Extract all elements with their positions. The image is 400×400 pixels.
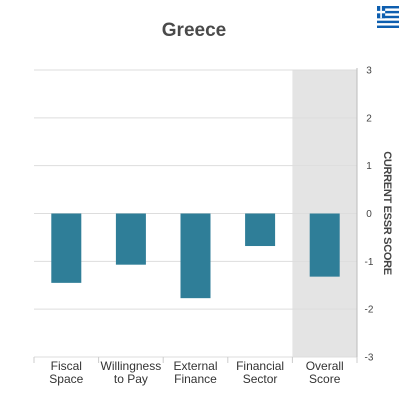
bar-external-finance bbox=[180, 213, 211, 299]
y-axis-title: CURRENT ESSR SCORE bbox=[381, 151, 393, 275]
bar-overall-score bbox=[309, 213, 340, 277]
chart-title: Greece bbox=[161, 20, 227, 41]
x-tick-label: Willingness to Pay bbox=[101, 359, 162, 386]
y-tick-label: 2 bbox=[366, 113, 372, 124]
y-tick-label: 3 bbox=[366, 66, 372, 77]
y-tick-label: -3 bbox=[365, 353, 374, 364]
x-tick-label: Fiscal Space bbox=[49, 359, 83, 386]
bar-financial-sector bbox=[245, 213, 276, 247]
y-tick-label: 1 bbox=[366, 161, 372, 172]
y-tick-label: -1 bbox=[365, 257, 374, 268]
y-tick-label: 0 bbox=[366, 209, 372, 220]
y-tick-label: -2 bbox=[365, 305, 374, 316]
greece-flag-icon bbox=[377, 6, 399, 28]
bar-willingness-to-pay bbox=[115, 213, 146, 265]
x-tick-label: External Finance bbox=[173, 359, 217, 386]
x-tick-label: Financial Sector bbox=[236, 359, 284, 386]
x-tick-label: Overall Score bbox=[306, 359, 344, 386]
bar-fiscal-space bbox=[51, 213, 82, 283]
